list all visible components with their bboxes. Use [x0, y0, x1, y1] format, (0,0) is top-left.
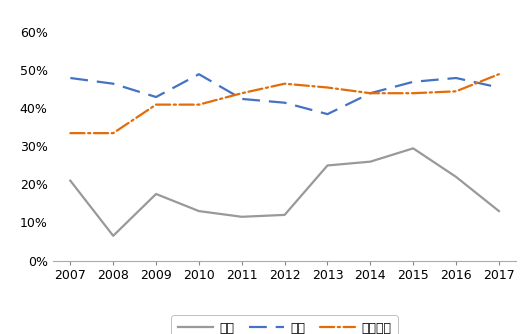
水电 — [67, 76, 73, 80]
水电 — [281, 101, 288, 105]
水电 — [196, 72, 202, 76]
水电 — [238, 97, 245, 101]
食品饮料 — [496, 72, 502, 76]
火电 — [281, 213, 288, 217]
水电 — [453, 76, 459, 80]
食品饮料 — [153, 103, 159, 107]
火电 — [410, 146, 417, 150]
火电 — [238, 215, 245, 219]
食品饮料 — [281, 82, 288, 86]
水电 — [325, 112, 331, 116]
水电 — [410, 80, 417, 84]
火电 — [67, 179, 73, 183]
水电 — [153, 95, 159, 99]
食品饮料 — [238, 91, 245, 95]
食品饮料 — [453, 89, 459, 93]
火电 — [453, 175, 459, 179]
Line: 食品饮料: 食品饮料 — [70, 74, 499, 133]
食品饮料 — [196, 103, 202, 107]
水电 — [110, 82, 117, 86]
食品饮料 — [325, 86, 331, 90]
食品饮料 — [67, 131, 73, 135]
火电 — [496, 209, 502, 213]
火电 — [153, 192, 159, 196]
Line: 火电: 火电 — [70, 148, 499, 236]
火电 — [367, 160, 373, 164]
火电 — [110, 234, 117, 238]
Legend: 火电, 水电, 食品饮料: 火电, 水电, 食品饮料 — [171, 315, 398, 334]
食品饮料 — [410, 91, 417, 95]
水电 — [496, 86, 502, 90]
食品饮料 — [110, 131, 117, 135]
食品饮料 — [367, 91, 373, 95]
火电 — [196, 209, 202, 213]
火电 — [325, 163, 331, 167]
水电 — [367, 91, 373, 95]
Line: 水电: 水电 — [70, 74, 499, 114]
